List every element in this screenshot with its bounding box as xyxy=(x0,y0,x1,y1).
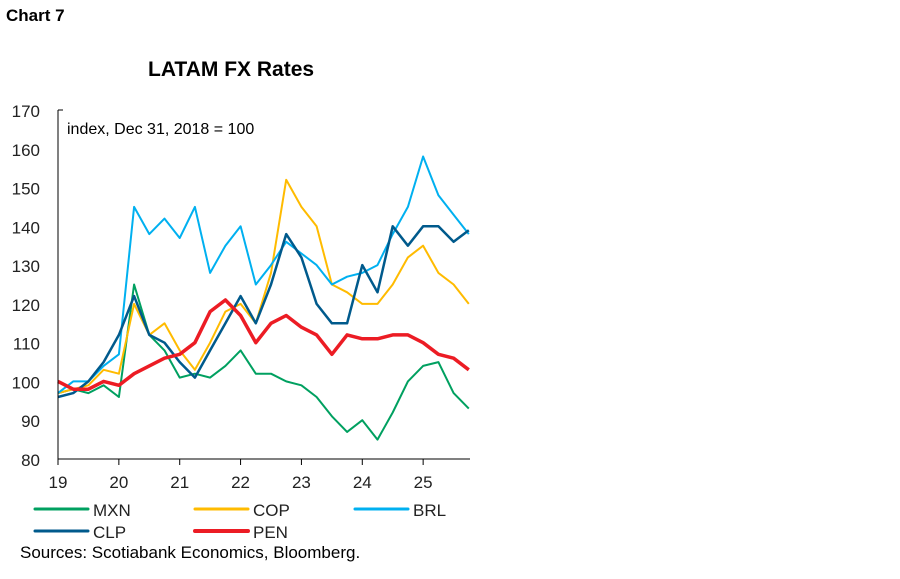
legend-item-mxn: MXN xyxy=(33,501,131,520)
series-line-clp xyxy=(57,225,470,399)
y-tick-label: 120 xyxy=(12,296,40,315)
y-tick-label: 160 xyxy=(12,141,40,160)
legend-label: MXN xyxy=(93,501,131,520)
y-tick-label: 150 xyxy=(12,180,40,199)
x-tick-label: 19 xyxy=(49,473,68,492)
legend-label: PEN xyxy=(253,523,288,542)
chart-number-label: Chart 7 xyxy=(6,6,65,25)
y-tick-label: 100 xyxy=(12,373,40,392)
y-tick-label: 110 xyxy=(13,335,40,354)
y-tick-label: 170 xyxy=(12,102,40,121)
x-tick-label: 25 xyxy=(414,473,433,492)
y-tick-label: 80 xyxy=(21,451,40,470)
sources-note: Sources: Scotiabank Economics, Bloomberg… xyxy=(20,543,361,562)
y-tick-label: 130 xyxy=(12,257,40,276)
x-tick-label: 23 xyxy=(292,473,311,492)
series-line-mxn xyxy=(57,283,470,441)
x-tick-label: 21 xyxy=(170,473,189,492)
legend-label: CLP xyxy=(93,523,126,542)
series-line-brl xyxy=(57,155,470,394)
y-tick-label: 140 xyxy=(12,218,40,237)
chart-title: LATAM FX Rates xyxy=(148,58,315,81)
legend-label: COP xyxy=(253,501,290,520)
legend-item-clp: CLP xyxy=(33,523,126,542)
legend-item-cop: COP xyxy=(193,501,290,520)
series-line-pen xyxy=(57,298,470,391)
index-annotation: index, Dec 31, 2018 = 100 xyxy=(67,121,254,138)
legend-item-pen: PEN xyxy=(193,523,288,542)
legend-item-brl: BRL xyxy=(353,501,446,520)
series-line-cop xyxy=(57,178,470,395)
legend-label: BRL xyxy=(413,501,446,520)
x-tick-label: 24 xyxy=(353,473,372,492)
x-tick-label: 22 xyxy=(231,473,250,492)
x-tick-label: 20 xyxy=(109,473,128,492)
y-tick-label: 90 xyxy=(21,412,40,431)
